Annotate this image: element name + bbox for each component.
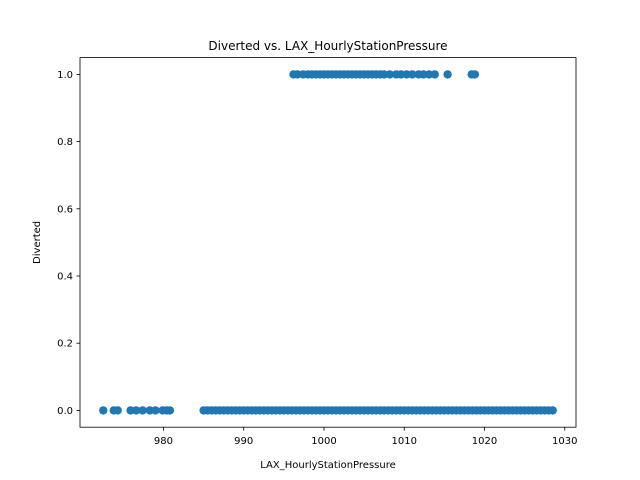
axis-ticks: 980 990 1000 1010 1020 1030 0.0 0.2 0.4 0.6 0.8 1.0 — [57, 70, 577, 447]
data-point — [470, 70, 480, 79]
y-tick-label: 0.8 — [57, 137, 73, 148]
chart-title: Diverted vs. LAX_HourlyStationPressure — [208, 39, 447, 53]
x-tick-label: 1000 — [311, 436, 336, 447]
y-tick-label: 0.4 — [57, 272, 73, 283]
plot-area-frame — [79, 57, 577, 428]
data-point — [131, 406, 141, 415]
x-axis-label: LAX_HourlyStationPressure — [260, 460, 396, 471]
data-point — [138, 406, 147, 415]
data-point — [99, 406, 108, 415]
y-tick-label: 0.6 — [57, 204, 73, 215]
data-point — [151, 406, 160, 415]
x-tick-label: 980 — [154, 436, 173, 447]
data-point — [430, 70, 439, 79]
data-points — [99, 70, 557, 415]
data-point — [408, 70, 417, 79]
x-tick-label: 1020 — [472, 436, 497, 447]
x-tick-label: 990 — [234, 436, 253, 447]
x-tick-label: 1010 — [392, 436, 417, 447]
x-tick-label: 1030 — [552, 436, 577, 447]
data-point — [165, 406, 175, 415]
y-tick-label: 1.0 — [57, 70, 73, 81]
data-point — [113, 406, 122, 415]
y-tick-label: 0.2 — [57, 339, 73, 350]
y-axis-label: Diverted — [32, 221, 43, 264]
data-point — [385, 70, 394, 79]
y-tick-label: 0.0 — [57, 406, 73, 417]
data-point — [548, 406, 557, 415]
data-point — [443, 70, 452, 79]
